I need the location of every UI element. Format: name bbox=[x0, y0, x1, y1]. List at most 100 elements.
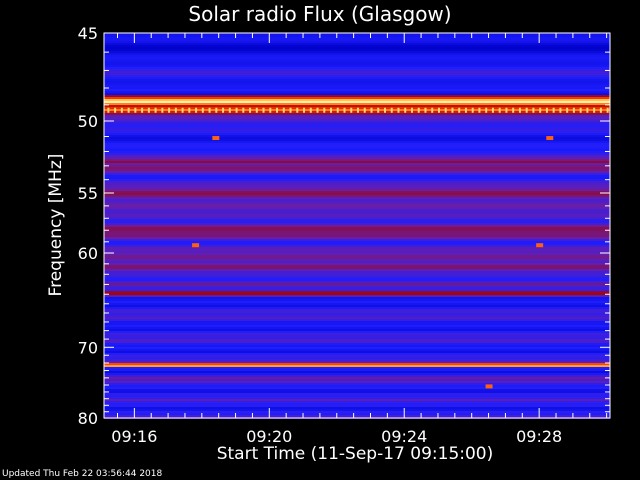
spectrogram-row bbox=[104, 73, 610, 75]
spectrogram-row bbox=[104, 331, 610, 333]
spectrogram-row bbox=[104, 323, 610, 325]
spectrogram-row bbox=[104, 313, 610, 315]
spectrogram-row bbox=[104, 287, 610, 289]
spectrogram-row bbox=[104, 307, 610, 309]
spectrogram-row bbox=[104, 243, 610, 245]
spectrogram-mark bbox=[168, 107, 171, 113]
spectrogram-row bbox=[104, 201, 610, 203]
spectrogram-row bbox=[104, 171, 610, 173]
x-axis-label: Start Time (11-Sep-17 09:15:00) bbox=[216, 444, 494, 464]
spectrogram-mark bbox=[458, 107, 461, 113]
spectrogram-row bbox=[104, 389, 610, 391]
spectrogram-mark bbox=[572, 107, 575, 113]
spectrogram-row bbox=[104, 393, 610, 395]
spectrogram-row bbox=[104, 143, 610, 145]
spectrogram-mark bbox=[566, 107, 569, 113]
spectrogram-row bbox=[104, 57, 610, 59]
spectrogram-row bbox=[104, 325, 610, 327]
spectrogram-row bbox=[104, 363, 610, 365]
spectrogram-row bbox=[104, 121, 610, 123]
spectrogram-row bbox=[104, 335, 610, 337]
spectrogram-row bbox=[104, 43, 610, 45]
spectrogram-row bbox=[104, 283, 610, 285]
spectrogram-mark bbox=[546, 136, 554, 141]
spectrogram-mark bbox=[417, 107, 420, 113]
spectrogram-mark bbox=[552, 107, 555, 113]
spectrogram-row bbox=[104, 217, 610, 219]
spectrogram-row bbox=[104, 33, 610, 35]
spectrogram-mark bbox=[249, 107, 252, 113]
spectrogram-row bbox=[104, 277, 610, 279]
spectrogram-mark bbox=[350, 107, 353, 113]
spectrogram-row bbox=[104, 221, 610, 223]
spectrogram-row bbox=[104, 163, 610, 165]
spectrogram-row bbox=[104, 301, 610, 303]
spectrogram-mark bbox=[147, 107, 150, 113]
spectrogram-row bbox=[104, 93, 610, 95]
y-tick-label: 55 bbox=[78, 184, 98, 203]
spectrogram-row bbox=[104, 193, 610, 195]
spectrogram-mark bbox=[410, 107, 413, 113]
spectrogram-row bbox=[104, 99, 610, 101]
spectrogram-mark bbox=[212, 136, 220, 141]
spectrogram-row bbox=[104, 155, 610, 157]
spectrogram-row bbox=[104, 339, 610, 341]
spectrogram-row bbox=[104, 315, 610, 317]
spectrogram-marks bbox=[107, 107, 609, 389]
spectrogram-row bbox=[104, 347, 610, 349]
spectrogram-row bbox=[104, 131, 610, 133]
spectrogram-row bbox=[104, 129, 610, 131]
spectrogram-row bbox=[104, 49, 610, 51]
spectrogram-row bbox=[104, 247, 610, 249]
spectrogram-row bbox=[104, 159, 610, 161]
spectrogram-mark bbox=[201, 107, 204, 113]
spectrogram-row bbox=[104, 203, 610, 205]
spectrogram-row bbox=[104, 173, 610, 175]
spectrogram-mark bbox=[431, 107, 434, 113]
spectrogram-mark bbox=[512, 107, 515, 113]
spectrogram-row bbox=[104, 145, 610, 147]
spectrogram-mark bbox=[141, 107, 144, 113]
spectrogram-row bbox=[104, 353, 610, 355]
spectrogram-mark bbox=[505, 107, 508, 113]
spectrogram-row bbox=[104, 259, 610, 261]
spectrogram-row bbox=[104, 369, 610, 371]
spectrogram-row bbox=[104, 399, 610, 401]
spectrogram-row bbox=[104, 229, 610, 231]
spectrogram-row bbox=[104, 317, 610, 319]
spectrogram-mark bbox=[228, 107, 231, 113]
spectrogram-row bbox=[104, 71, 610, 73]
spectrogram-row bbox=[104, 281, 610, 283]
y-axis: 45 50 55 60 70 80 bbox=[78, 24, 610, 428]
spectrogram-row bbox=[104, 253, 610, 255]
spectrogram-row bbox=[104, 177, 610, 179]
spectrogram-row bbox=[104, 343, 610, 345]
spectrogram-row bbox=[104, 241, 610, 243]
spectrogram-row bbox=[104, 367, 610, 369]
spectrogram-row bbox=[104, 227, 610, 229]
spectrogram-row bbox=[104, 403, 610, 405]
spectrogram-mark bbox=[404, 107, 407, 113]
spectrogram-row bbox=[104, 207, 610, 209]
spectrogram-row bbox=[104, 75, 610, 77]
spectrogram-row bbox=[104, 113, 610, 115]
spectrogram-row bbox=[104, 55, 610, 57]
spectrogram-row bbox=[104, 209, 610, 211]
spectrogram-row bbox=[104, 333, 610, 335]
spectrogram-row bbox=[104, 91, 610, 93]
spectrogram-row bbox=[104, 97, 610, 99]
spectrogram-row bbox=[104, 383, 610, 385]
spectrogram-row bbox=[104, 133, 610, 135]
spectrogram-row bbox=[104, 211, 610, 213]
spectrogram-mark bbox=[424, 107, 427, 113]
spectrogram-row bbox=[104, 205, 610, 207]
spectrogram-row bbox=[104, 299, 610, 301]
spectrogram-row bbox=[104, 103, 610, 105]
spectrogram-row bbox=[104, 35, 610, 37]
spectrogram-mark bbox=[464, 107, 467, 113]
spectrogram-mark bbox=[363, 107, 366, 113]
spectrogram-row bbox=[104, 327, 610, 329]
spectrogram-row bbox=[104, 249, 610, 251]
spectrogram-row bbox=[104, 279, 610, 281]
